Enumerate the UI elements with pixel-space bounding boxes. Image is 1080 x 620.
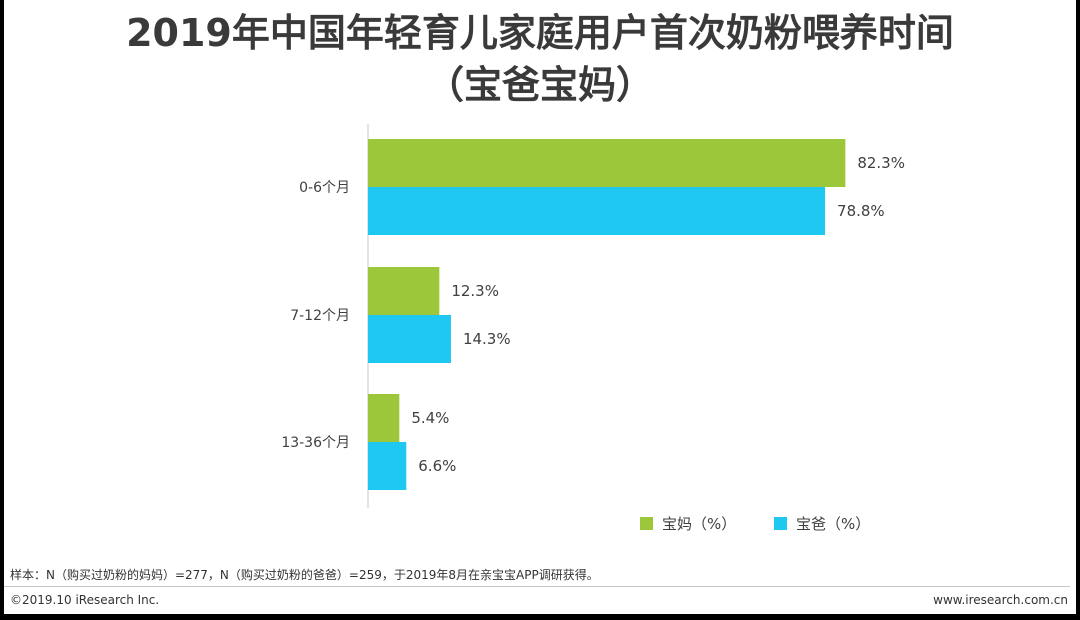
data-label: 82.3% [857, 154, 905, 172]
bar-dad [368, 442, 407, 490]
bar-mom [368, 139, 846, 187]
data-label: 6.6% [418, 457, 456, 475]
bar-dad [368, 315, 451, 363]
chart-title: 2019年中国年轻育儿家庭用户首次奶粉喂养时间 [126, 11, 954, 55]
legend-label: 宝妈（%） [662, 515, 736, 533]
website-link[interactable]: www.iresearch.com.cn [933, 593, 1068, 607]
category-label: 0-6个月 [299, 180, 350, 196]
bar-mom [368, 394, 400, 442]
bar-chart: 0-6个月 82.3% 78.8% 7-12个月 12.3% 14.3% 13-36个月 5.… [281, 124, 905, 533]
bar-mom [368, 267, 440, 315]
footer-divider [4, 586, 1070, 587]
data-label: 14.3% [463, 330, 511, 348]
data-label: 78.8% [837, 202, 885, 220]
category-label: 7-12个月 [290, 308, 350, 324]
data-label: 5.4% [411, 409, 449, 427]
chart-page: 2019年中国年轻育儿家庭用户首次奶粉喂养时间 （宝爸宝妈） 0-6个月 82.3… [4, 0, 1076, 614]
chart-subtitle: （宝爸宝妈） [425, 63, 654, 107]
category-label: 13-36个月 [281, 435, 350, 451]
legend-label: 宝爸（%） [796, 515, 870, 533]
legend-swatch [774, 517, 787, 530]
data-label: 12.3% [451, 282, 499, 300]
copyright-text: ©2019.10 iResearch Inc. [10, 593, 160, 607]
sample-note: 样本：N（购买过奶粉的妈妈）=277，N（购买过奶粉的爸爸）=259，于2019… [10, 568, 599, 582]
legend-swatch [640, 517, 653, 530]
bar-dad [368, 187, 826, 235]
